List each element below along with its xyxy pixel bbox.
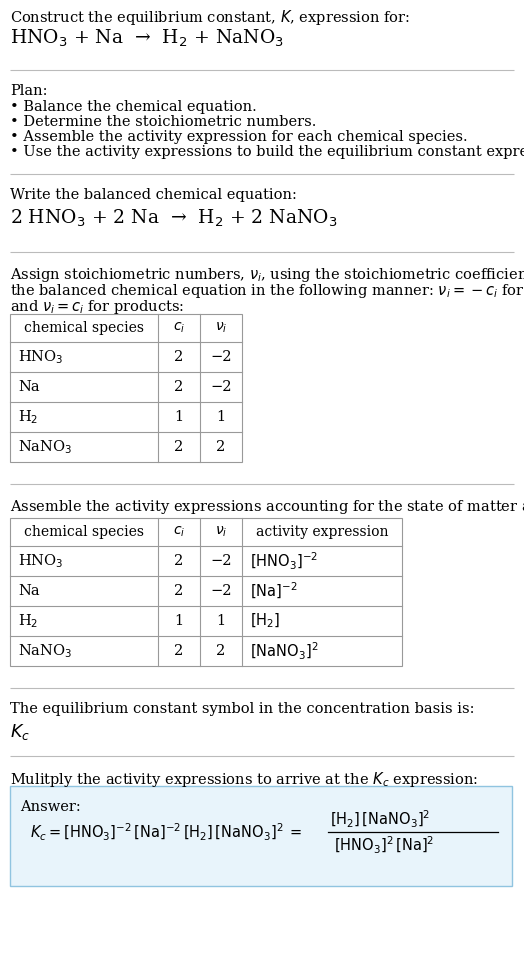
Text: 1: 1 xyxy=(174,614,183,628)
Text: the balanced chemical equation in the following manner: $\nu_i = -c_i$ for react: the balanced chemical equation in the fo… xyxy=(10,282,524,300)
Text: • Determine the stoichiometric numbers.: • Determine the stoichiometric numbers. xyxy=(10,115,316,129)
Text: Assign stoichiometric numbers, $\nu_i$, using the stoichiometric coefficients, $: Assign stoichiometric numbers, $\nu_i$, … xyxy=(10,266,524,284)
Text: Write the balanced chemical equation:: Write the balanced chemical equation: xyxy=(10,188,297,202)
Text: chemical species: chemical species xyxy=(24,525,144,539)
Text: activity expression: activity expression xyxy=(256,525,388,539)
Text: and $\nu_i = c_i$ for products:: and $\nu_i = c_i$ for products: xyxy=(10,298,184,316)
Text: 2: 2 xyxy=(174,380,183,394)
Text: NaNO$_3$: NaNO$_3$ xyxy=(18,438,72,456)
Text: • Assemble the activity expression for each chemical species.: • Assemble the activity expression for e… xyxy=(10,130,467,144)
Text: 1: 1 xyxy=(174,410,183,424)
Text: 2: 2 xyxy=(174,350,183,364)
Text: 2: 2 xyxy=(216,644,226,658)
Text: Na: Na xyxy=(18,380,40,394)
Text: 2: 2 xyxy=(216,440,226,454)
Text: $[\mathrm{H_2}]$: $[\mathrm{H_2}]$ xyxy=(250,612,280,630)
Text: Mulitply the activity expressions to arrive at the $K_c$ expression:: Mulitply the activity expressions to arr… xyxy=(10,770,478,789)
Text: $K_c$: $K_c$ xyxy=(10,722,30,742)
Text: HNO$_3$: HNO$_3$ xyxy=(18,552,63,570)
Text: −2: −2 xyxy=(210,584,232,598)
Text: 2: 2 xyxy=(174,440,183,454)
Text: 1: 1 xyxy=(216,614,225,628)
Text: $[\mathrm{NaNO_3}]^2$: $[\mathrm{NaNO_3}]^2$ xyxy=(250,641,319,662)
Text: $c_i$: $c_i$ xyxy=(173,321,185,336)
Text: $[\mathrm{Na}]^{-2}$: $[\mathrm{Na}]^{-2}$ xyxy=(250,581,298,601)
Text: H$_2$: H$_2$ xyxy=(18,409,38,426)
Text: 2: 2 xyxy=(174,584,183,598)
Text: Answer:: Answer: xyxy=(20,800,81,814)
Text: $\nu_i$: $\nu_i$ xyxy=(215,525,227,539)
Text: HNO$_3$ + Na  →  H$_2$ + NaNO$_3$: HNO$_3$ + Na → H$_2$ + NaNO$_3$ xyxy=(10,28,284,49)
Text: NaNO$_3$: NaNO$_3$ xyxy=(18,643,72,660)
Text: Assemble the activity expressions accounting for the state of matter and $\nu_i$: Assemble the activity expressions accoun… xyxy=(10,498,524,516)
Text: $[\mathrm{H_2}]\,[\mathrm{NaNO_3}]^2$: $[\mathrm{H_2}]\,[\mathrm{NaNO_3}]^2$ xyxy=(330,808,430,830)
Text: $c_i$: $c_i$ xyxy=(173,525,185,539)
Text: $\nu_i$: $\nu_i$ xyxy=(215,321,227,336)
Text: H$_2$: H$_2$ xyxy=(18,612,38,630)
Text: 2 HNO$_3$ + 2 Na  →  H$_2$ + 2 NaNO$_3$: 2 HNO$_3$ + 2 Na → H$_2$ + 2 NaNO$_3$ xyxy=(10,208,337,229)
Text: $[\mathrm{HNO_3}]^{-2}$: $[\mathrm{HNO_3}]^{-2}$ xyxy=(250,550,318,572)
Text: chemical species: chemical species xyxy=(24,321,144,335)
Bar xyxy=(10,786,512,886)
Text: • Use the activity expressions to build the equilibrium constant expression.: • Use the activity expressions to build … xyxy=(10,145,524,159)
Text: • Balance the chemical equation.: • Balance the chemical equation. xyxy=(10,100,257,114)
Text: Construct the equilibrium constant, $K$, expression for:: Construct the equilibrium constant, $K$,… xyxy=(10,8,410,27)
Bar xyxy=(10,314,242,462)
Text: −2: −2 xyxy=(210,380,232,394)
Text: 1: 1 xyxy=(216,410,225,424)
Text: $K_c = [\mathrm{HNO_3}]^{-2}\,[\mathrm{Na}]^{-2}\,[\mathrm{H_2}]\,[\mathrm{NaNO_: $K_c = [\mathrm{HNO_3}]^{-2}\,[\mathrm{N… xyxy=(30,822,302,843)
Text: −2: −2 xyxy=(210,350,232,364)
Text: $[\mathrm{HNO_3}]^2\,[\mathrm{Na}]^2$: $[\mathrm{HNO_3}]^2\,[\mathrm{Na}]^2$ xyxy=(334,834,434,855)
Text: 2: 2 xyxy=(174,554,183,568)
Text: The equilibrium constant symbol in the concentration basis is:: The equilibrium constant symbol in the c… xyxy=(10,702,475,716)
Text: 2: 2 xyxy=(174,644,183,658)
Text: Na: Na xyxy=(18,584,40,598)
Text: Plan:: Plan: xyxy=(10,84,48,98)
Text: HNO$_3$: HNO$_3$ xyxy=(18,348,63,365)
Bar xyxy=(10,518,402,666)
Text: −2: −2 xyxy=(210,554,232,568)
